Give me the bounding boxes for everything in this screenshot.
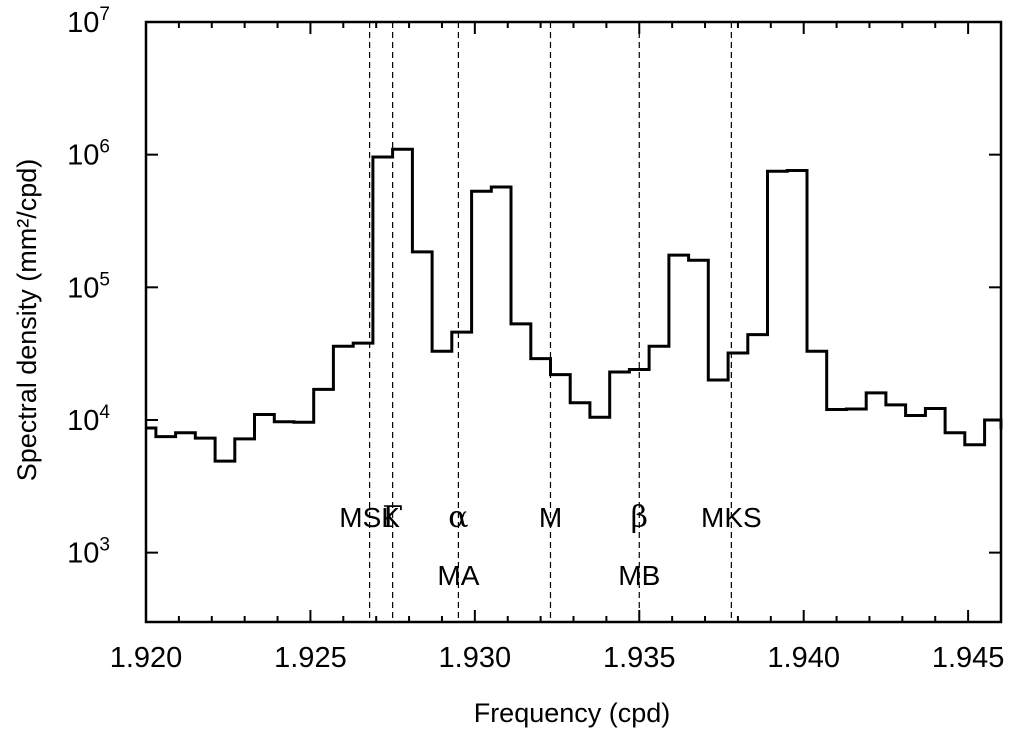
y-tick-label: 106 <box>67 137 110 172</box>
annotation-label-1: Γ <box>382 500 403 535</box>
x-tick-label: 1.945 <box>932 642 1005 674</box>
annotation-label-0: MSK <box>339 502 400 533</box>
annotation-label-6: MB <box>618 560 660 591</box>
annotation-label-4: M <box>539 502 562 533</box>
annotation-label-5: β <box>631 500 648 535</box>
y-tick-label: 105 <box>67 269 110 304</box>
y-tick-label: 104 <box>67 402 110 437</box>
y-tick-label: 103 <box>67 535 110 570</box>
x-tick-label: 1.920 <box>110 642 183 674</box>
y-tick-label: 107 <box>67 4 110 39</box>
chart-marks: 1.920 1.925 1.930 1.935 1.940 1.945 103 104 105 1… <box>67 4 1004 674</box>
y-axis-title: Spectral density (mm²/cpd) <box>12 159 42 482</box>
x-tick-label: 1.940 <box>767 642 840 674</box>
x-axis-title: Frequency (cpd) <box>474 698 671 728</box>
x-tick-label: 1.935 <box>603 642 676 674</box>
annotation-label-3: MA <box>437 560 479 591</box>
annotation-label-2: α <box>448 500 468 535</box>
x-tick-label: 1.930 <box>439 642 512 674</box>
series-0-step-line <box>146 147 1003 463</box>
x-tick-label: 1.925 <box>274 642 347 674</box>
plot-frame <box>144 20 1003 624</box>
annotation-label-7: MKS <box>701 502 762 533</box>
